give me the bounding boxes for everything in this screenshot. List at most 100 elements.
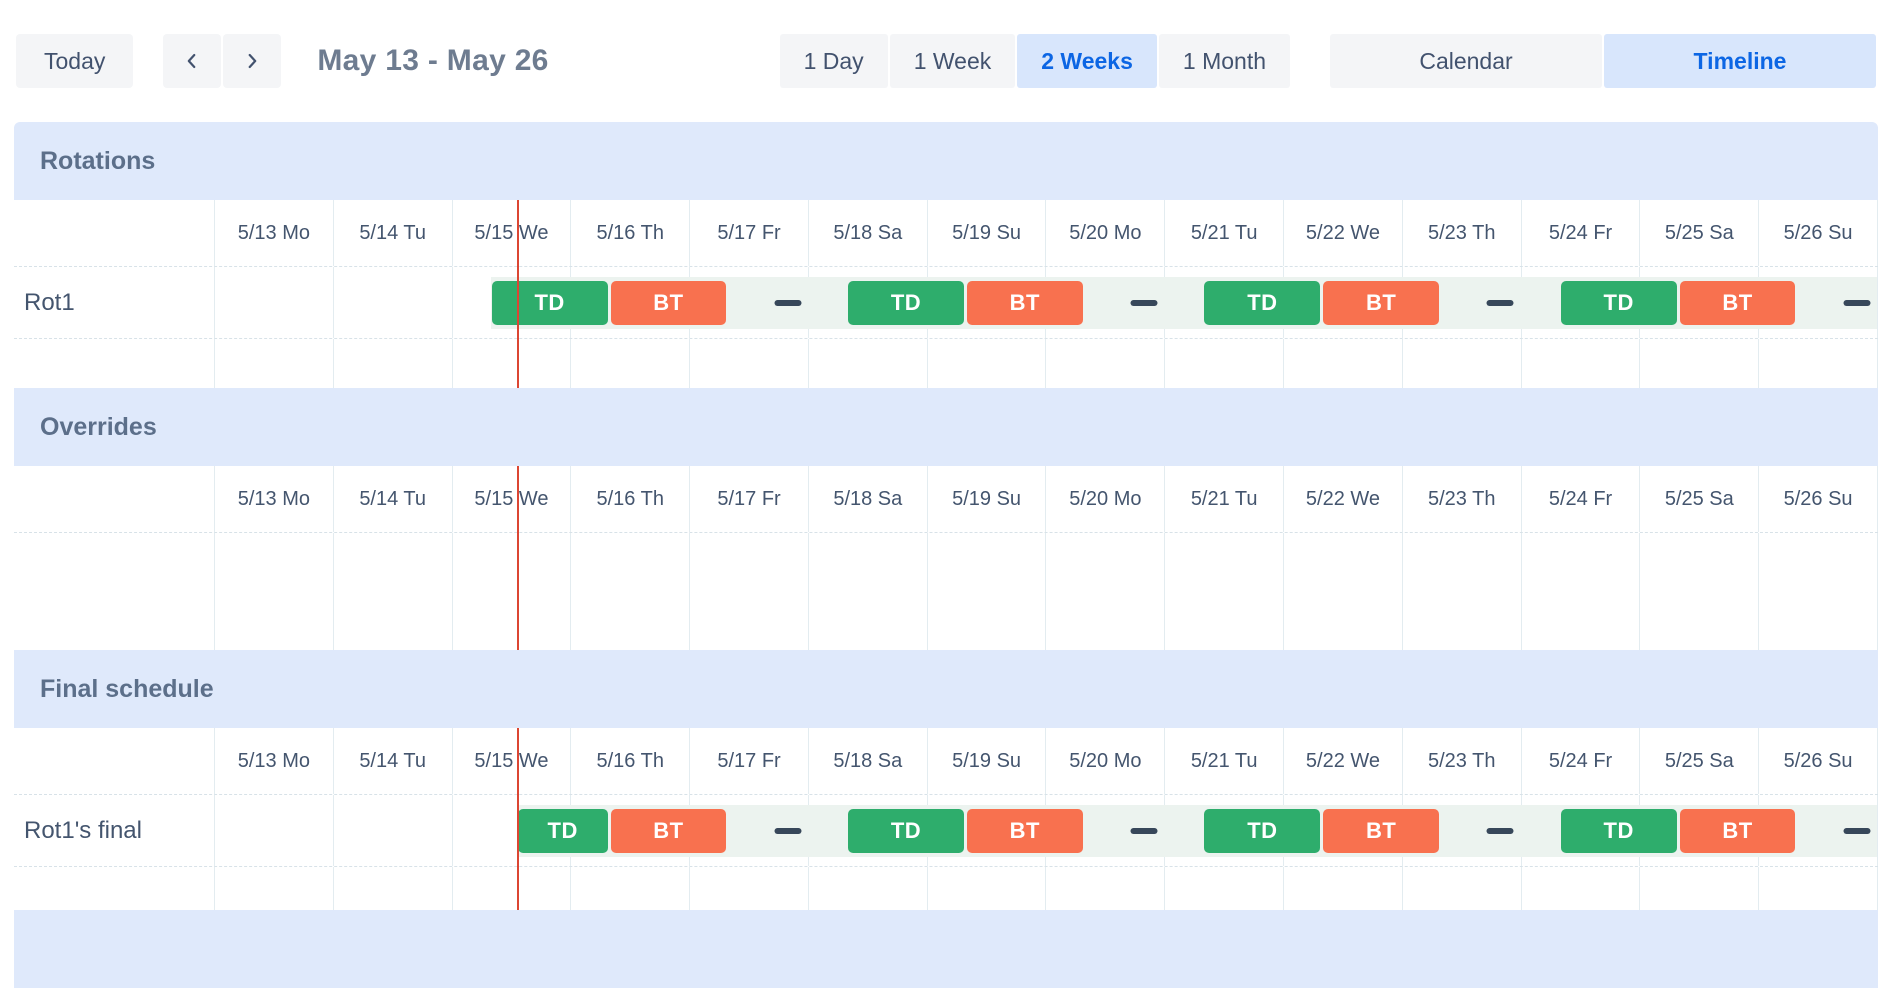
- grid-cell: [1164, 339, 1283, 388]
- grid-cell: [807, 339, 927, 388]
- grid-cell: [1283, 867, 1402, 910]
- view-option-calendar[interactable]: Calendar: [1330, 34, 1602, 88]
- grid-cell: [1639, 339, 1758, 388]
- shift-bar-td[interactable]: TD: [848, 280, 964, 325]
- prev-button[interactable]: [163, 34, 222, 88]
- view-button-group: Calendar Timeline: [1330, 34, 1876, 88]
- gap-dash-icon: [1130, 299, 1158, 306]
- shift-bar-bt[interactable]: BT: [1679, 280, 1796, 325]
- today-button[interactable]: Today: [16, 34, 134, 88]
- day-header-5-20-mo: 5/20 Mo: [1045, 728, 1164, 794]
- grid-cell: [570, 867, 689, 910]
- day-header-5-22-we: 5/22 We: [1283, 466, 1402, 532]
- rotation-row: Rot1 TD BT TD BT TD BT TD BT: [14, 266, 1878, 338]
- day-header-5-21-tu: 5/21 Tu: [1164, 200, 1283, 266]
- grid-cell: [214, 867, 333, 910]
- day-header-5-26-su: 5/26 Su: [1758, 728, 1877, 794]
- row-label-spacer: [14, 466, 214, 532]
- shift-bar-bt[interactable]: BT: [1679, 808, 1796, 853]
- current-time-indicator: [517, 728, 520, 910]
- shift-bar-td[interactable]: TD: [1560, 280, 1677, 325]
- day-header-5-26-su: 5/26 Su: [1758, 200, 1877, 266]
- shift-bar-bt[interactable]: BT: [966, 280, 1083, 325]
- empty-track: [214, 867, 1878, 910]
- grid-cell: [689, 533, 808, 650]
- day-header-5-18-sa: 5/18 Sa: [807, 200, 927, 266]
- grid-cell: [1045, 339, 1164, 388]
- shift-bar-td[interactable]: TD: [491, 280, 608, 325]
- grid-cell: [807, 533, 927, 650]
- shift-bar-td[interactable]: TD: [1204, 280, 1321, 325]
- shift-bar-bt[interactable]: BT: [966, 808, 1083, 853]
- zoom-option-1-month[interactable]: 1 Month: [1158, 34, 1290, 88]
- shift-bar-td[interactable]: TD: [1204, 808, 1321, 853]
- day-header-5-18-sa: 5/18 Sa: [807, 466, 927, 532]
- day-header-5-17-fr: 5/17 Fr: [689, 466, 808, 532]
- rotations-section-header: Rotations: [14, 122, 1878, 200]
- row-label-spacer: [14, 200, 214, 266]
- overrides-section-body: 5/13 Mo 5/14 Tu 5/15 We 5/16 Th 5/17 Fr 5/18 …: [14, 466, 1878, 650]
- grid-cell: [1283, 339, 1402, 388]
- section-final-schedule: Final schedule 5/13 Mo 5/14 Tu 5/15 We 5/16…: [14, 650, 1878, 910]
- grid-cell: [1401, 533, 1521, 650]
- view-option-timeline[interactable]: Timeline: [1604, 34, 1876, 88]
- zoom-option-1-day[interactable]: 1 Day: [779, 34, 888, 88]
- day-header-5-19-su: 5/19 Su: [926, 466, 1046, 532]
- grid-cell: [807, 867, 927, 910]
- shift-bar-bt[interactable]: BT: [1323, 808, 1440, 853]
- grid-cell: [1520, 339, 1640, 388]
- day-header-5-13-mo: 5/13 Mo: [214, 728, 333, 794]
- grid-cell: [1401, 867, 1521, 910]
- grid-cell: [1045, 867, 1164, 910]
- shift-bar-bt[interactable]: BT: [610, 280, 727, 325]
- grid-cell: [1164, 533, 1283, 650]
- grid-cell: [451, 795, 571, 866]
- row-label-spacer: [14, 533, 214, 650]
- rotation-row-label: Rot1: [24, 288, 75, 316]
- final-schedule-row: Rot1's final TD BT TD BT TD BT TD BT: [14, 794, 1878, 866]
- day-header-5-21-tu: 5/21 Tu: [1164, 728, 1283, 794]
- shift-bar-td[interactable]: TD: [1560, 808, 1677, 853]
- grid-cell: [926, 867, 1046, 910]
- shift-bar-td[interactable]: TD: [517, 808, 608, 853]
- date-nav-group: [163, 34, 282, 88]
- day-header-5-20-mo: 5/20 Mo: [1045, 200, 1164, 266]
- grid-cell: [1758, 867, 1877, 910]
- gap-dash-icon: [1843, 827, 1871, 834]
- grid-cell: [1520, 867, 1640, 910]
- shift-bar-bt[interactable]: BT: [1323, 280, 1440, 325]
- day-header-5-24-fr: 5/24 Fr: [1520, 728, 1640, 794]
- overrides-section-header: Overrides: [14, 388, 1878, 466]
- day-header-5-13-mo: 5/13 Mo: [214, 466, 333, 532]
- day-header-5-19-su: 5/19 Su: [926, 728, 1046, 794]
- zoom-option-1-week[interactable]: 1 Week: [889, 34, 1016, 88]
- zoom-option-2-weeks[interactable]: 2 Weeks: [1017, 34, 1157, 88]
- gap-dash-icon: [1843, 299, 1871, 306]
- current-time-indicator: [517, 200, 520, 388]
- section-rotations: Rotations 5/13 Mo 5/14 Tu 5/15 We 5/16 Th 5/…: [14, 122, 1878, 388]
- date-range-title: May 13 - May 26: [317, 44, 549, 77]
- day-header-5-15-we: 5/15 We: [451, 728, 571, 794]
- final-schedule-row-label: Rot1's final: [24, 816, 142, 844]
- chevron-left-icon: [188, 53, 196, 69]
- empty-track: [214, 533, 1878, 650]
- grid-cell: [214, 339, 333, 388]
- date-header-cells: 5/13 Mo 5/14 Tu 5/15 We 5/16 Th 5/17 Fr 5/18 …: [214, 728, 1878, 794]
- grid-cell: [451, 533, 571, 650]
- date-header-row: 5/13 Mo 5/14 Tu 5/15 We 5/16 Th 5/17 Fr 5/18 …: [14, 200, 1878, 266]
- grid-cell: [1401, 339, 1521, 388]
- grid-cell: [1639, 533, 1758, 650]
- next-button[interactable]: [223, 34, 282, 88]
- day-header-5-24-fr: 5/24 Fr: [1520, 466, 1640, 532]
- shift-bar-td[interactable]: TD: [848, 808, 964, 853]
- grid-cell: [570, 533, 689, 650]
- section-overrides: Overrides 5/13 Mo 5/14 Tu 5/15 We 5/16 Th 5/…: [14, 388, 1878, 650]
- grid-cell: [1520, 533, 1640, 650]
- grid-cell: [1283, 533, 1402, 650]
- grid-cell: [332, 339, 452, 388]
- gap-dash-icon: [1486, 299, 1514, 306]
- gap-dash-icon: [1486, 827, 1514, 834]
- date-header-cells: 5/13 Mo 5/14 Tu 5/15 We 5/16 Th 5/17 Fr 5/18 …: [214, 200, 1878, 266]
- day-header-5-16-th: 5/16 Th: [570, 466, 689, 532]
- shift-bar-bt[interactable]: BT: [610, 808, 727, 853]
